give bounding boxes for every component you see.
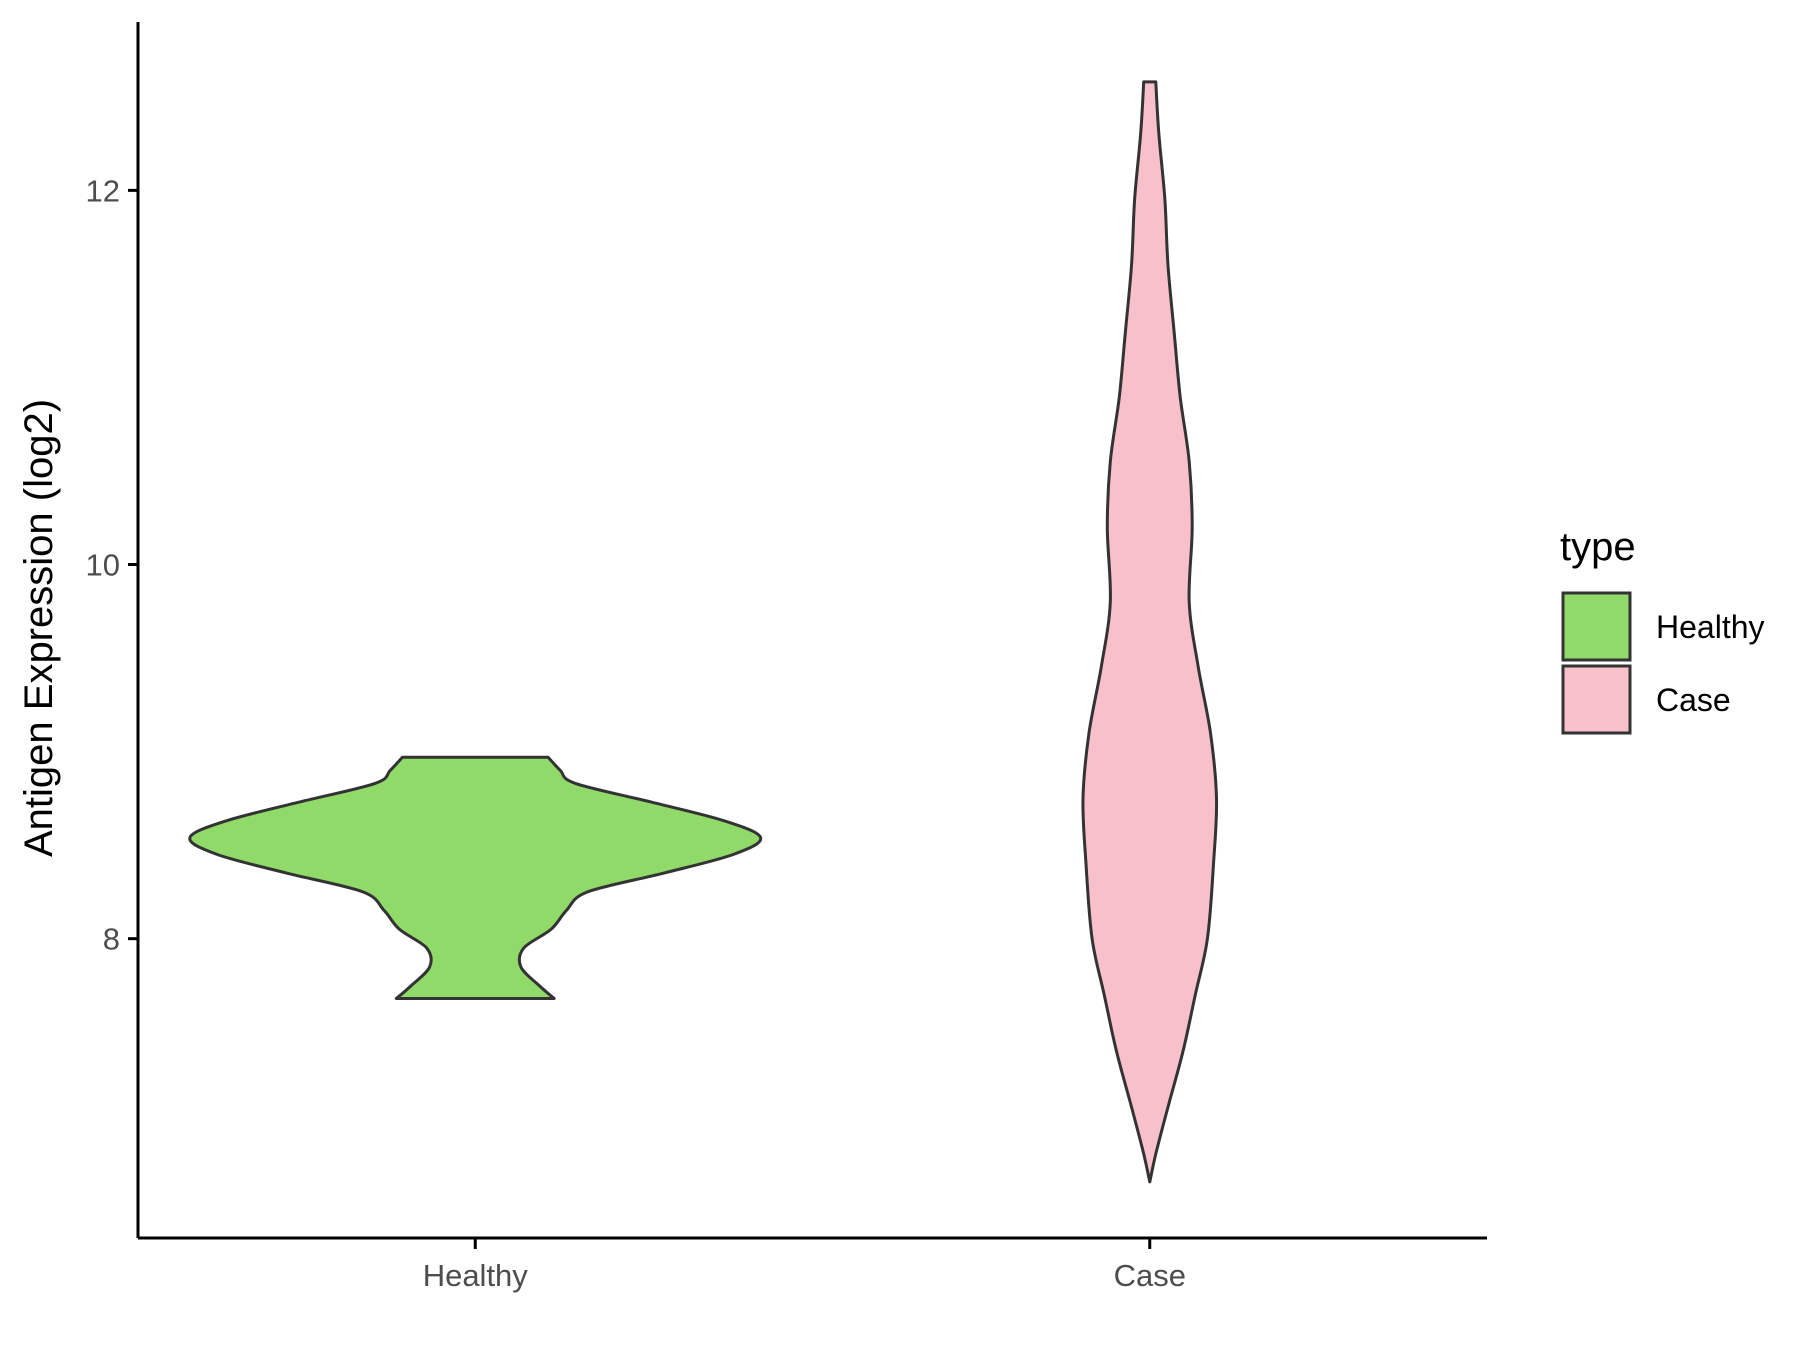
y-axis-ticks: 8 10 12 (86, 173, 138, 957)
y-tick-label: 8 (103, 922, 120, 957)
violin-case (1081, 80, 1219, 1184)
x-tick-label: Healthy (423, 1258, 529, 1293)
legend-label-case: Case (1656, 682, 1731, 718)
legend-items: Healthy Case (1561, 591, 1765, 735)
x-tick-label: Case (1114, 1258, 1186, 1293)
violin-layer (188, 80, 1219, 1184)
legend: type Healthy Case (1560, 525, 1765, 735)
y-tick-label: 12 (86, 173, 120, 208)
violin-healthy (188, 755, 763, 1000)
y-axis-title: Antigen Expression (log2) (17, 399, 61, 857)
x-axis-ticks: Healthy Case (423, 1238, 1186, 1293)
legend-swatch-healthy (1561, 591, 1632, 662)
legend-title: type (1560, 525, 1636, 569)
y-tick-label: 10 (86, 548, 120, 583)
legend-swatch-case (1561, 664, 1632, 735)
legend-label-healthy: Healthy (1656, 609, 1765, 645)
